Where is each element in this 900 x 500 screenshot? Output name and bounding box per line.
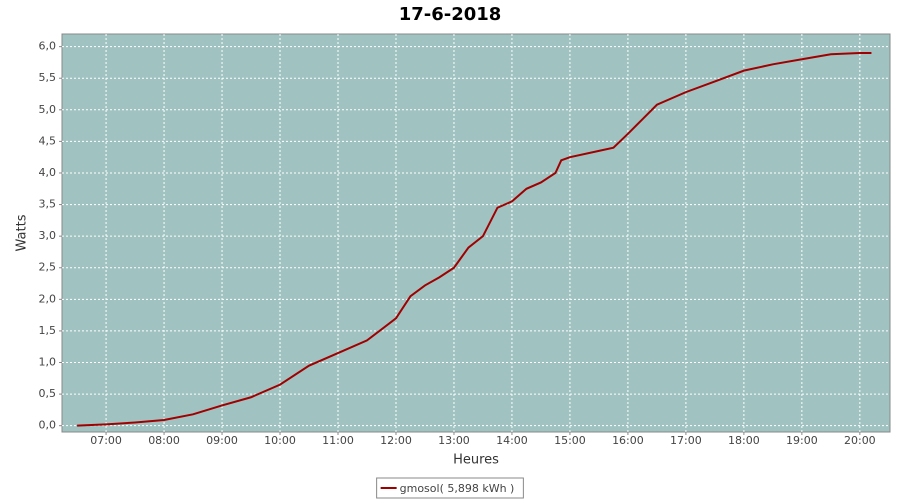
x-tick-label: 20:00	[844, 434, 876, 447]
x-tick-label: 15:00	[554, 434, 586, 447]
y-tick-label: 4,0	[39, 166, 57, 179]
plot-area	[61, 33, 891, 433]
x-tick-label: 19:00	[786, 434, 818, 447]
x-tick-label: 08:00	[148, 434, 180, 447]
y-tick-label: 6,0	[39, 40, 57, 53]
legend-box	[376, 477, 524, 499]
x-tick-label: 17:00	[670, 434, 702, 447]
x-tick-label: 12:00	[380, 434, 412, 447]
y-tick-label: 1,5	[39, 324, 57, 337]
y-tick-label: 3,5	[39, 198, 57, 211]
y-tick-label: 0,0	[39, 419, 57, 432]
x-tick-label: 13:00	[438, 434, 470, 447]
x-tick-label: 07:00	[90, 434, 122, 447]
y-tick-label: 1,0	[39, 356, 57, 369]
legend: gmosol( 5,898 kWh )	[376, 477, 524, 499]
chart-title: 17-6-2018	[399, 4, 502, 25]
x-tick-label: 18:00	[728, 434, 760, 447]
y-tick-label: 2,0	[39, 292, 57, 305]
y-tick-label: 2,5	[39, 261, 57, 274]
y-tick-label: 4,5	[39, 134, 57, 147]
x-axis-label: Heures	[453, 453, 499, 468]
x-tick-label: 09:00	[206, 434, 238, 447]
y-axis-label: Watts	[15, 214, 30, 251]
x-tick-label: 11:00	[322, 434, 354, 447]
data-line	[77, 51, 872, 427]
y-tick-label: 0,5	[39, 387, 57, 400]
x-tick-label: 14:00	[496, 434, 528, 447]
x-tick-label: 10:00	[264, 434, 296, 447]
y-tick-label: 5,5	[39, 71, 57, 84]
y-tick-label: 5,0	[39, 103, 57, 116]
legend-label: gmosol( 5,898 kWh )	[400, 482, 515, 495]
x-tick-label: 16:00	[612, 434, 644, 447]
y-tick-label: 3,0	[39, 229, 57, 242]
